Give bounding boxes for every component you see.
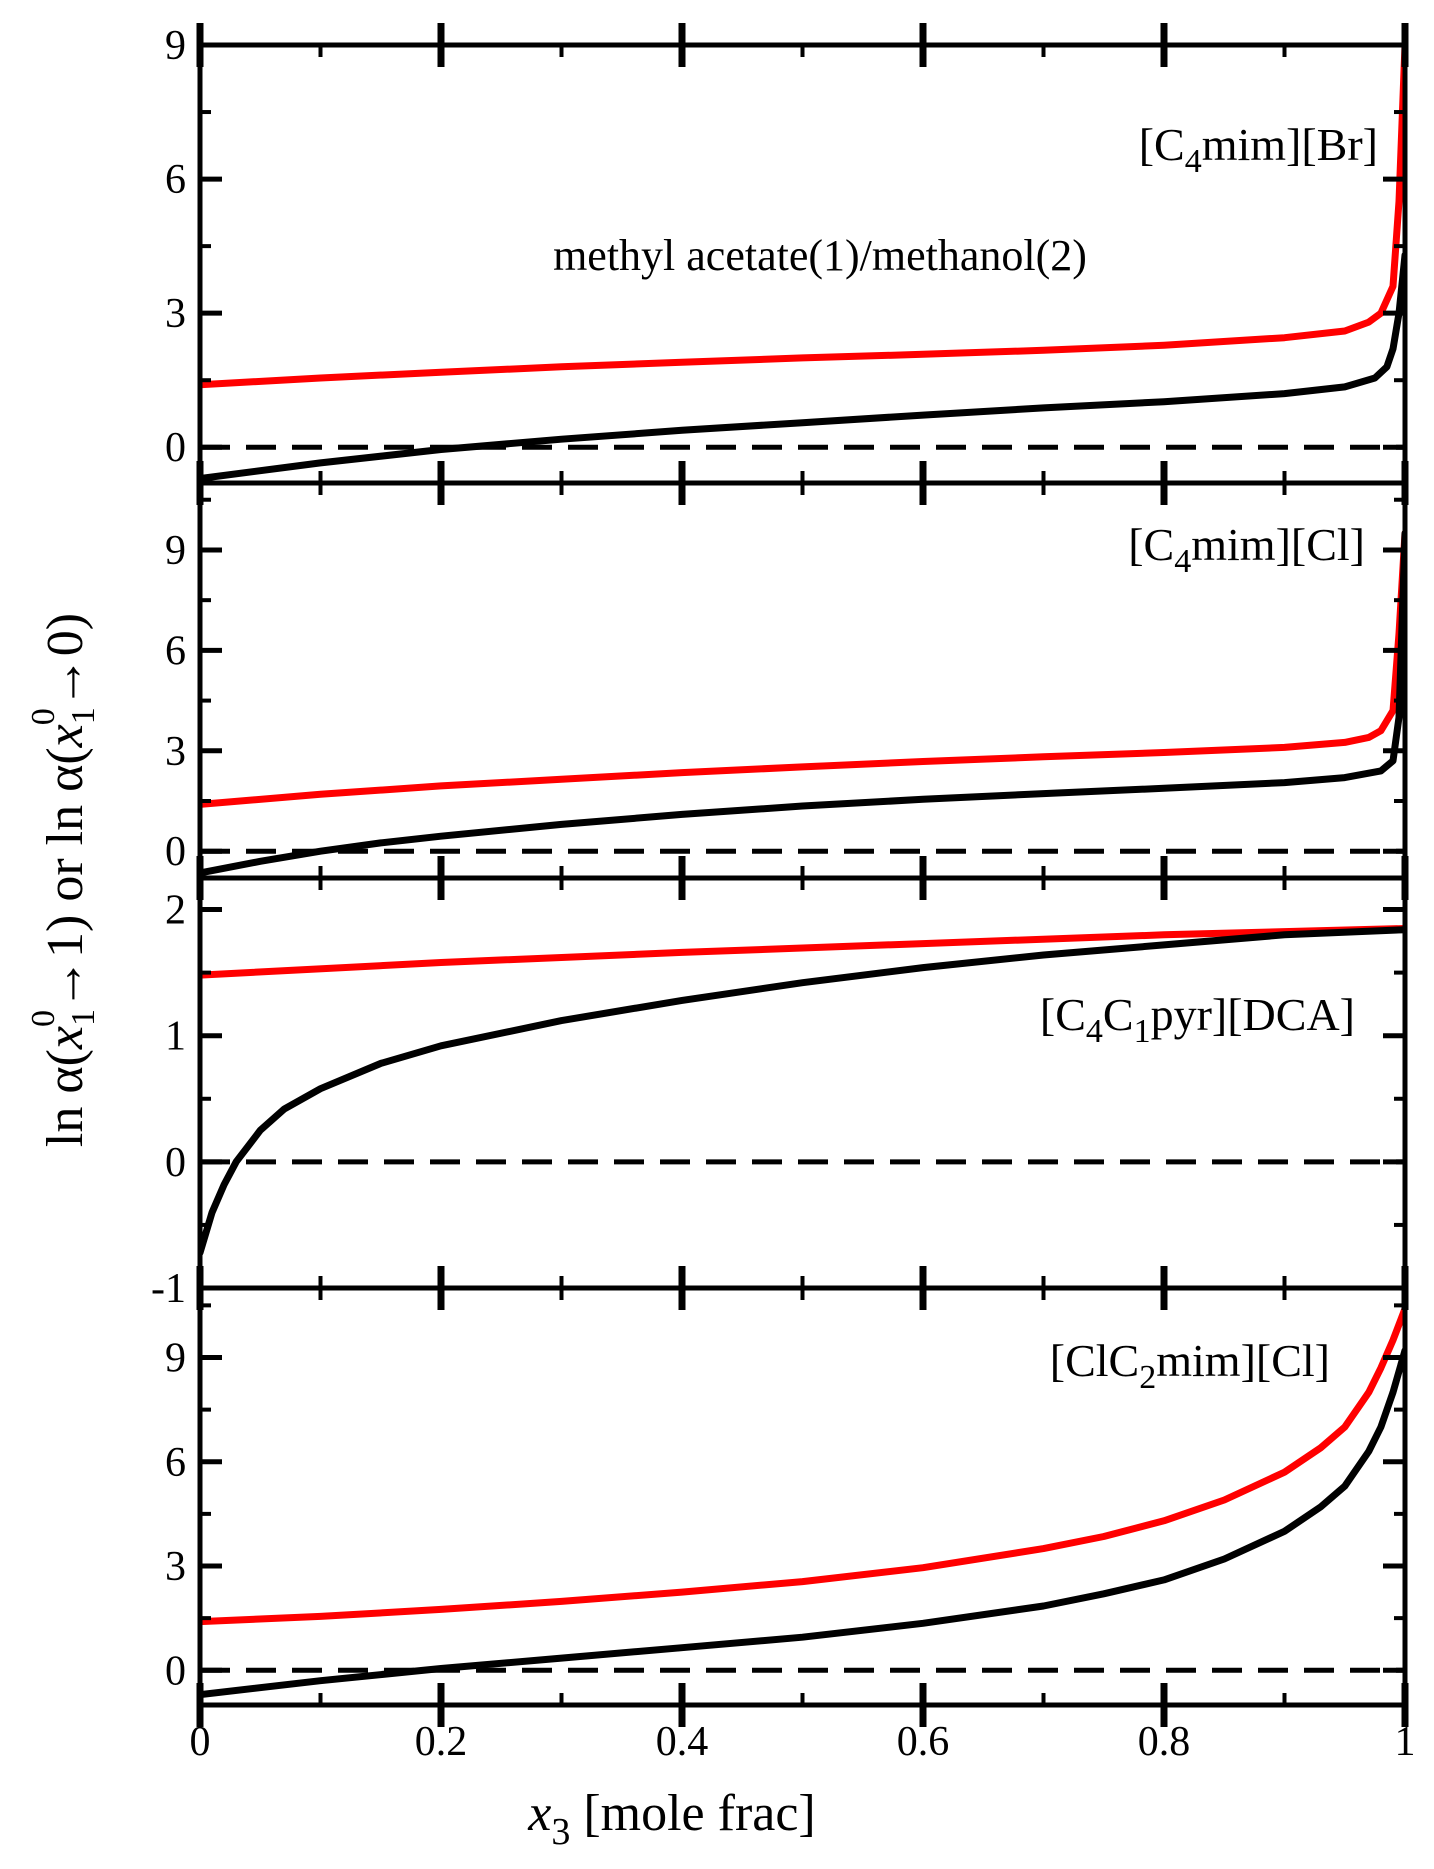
y-tick-label: 1 <box>165 1014 186 1060</box>
plot-layer: 0 3 6 9 0 3 6 9 -1 0 1 2 0 3 6 9 0 0.2 0.4 0.6 0.8 1 <box>151 23 1416 1765</box>
ylabel-var-2: x <box>37 724 94 748</box>
ylabel-var: x <box>37 1026 94 1050</box>
panel-3-label: [C4C1pyr][DCA] <box>1040 989 1355 1050</box>
series-line-x1-to-1 <box>200 1347 1405 1699</box>
y-tick-label: 6 <box>165 157 186 203</box>
series-line-x1-to-1 <box>200 926 1405 1257</box>
ylabel-alpha-2: α <box>37 765 94 792</box>
y-tick-label: 0 <box>165 1140 186 1186</box>
ylabel-arrow2: →0) <box>37 613 94 708</box>
ylabel-sup: 0 <box>25 1010 62 1027</box>
panel-4-label: [ClC2mim][Cl] <box>1050 1335 1330 1396</box>
y-tick-label: 0 <box>165 829 186 875</box>
x-tick-label: 0.2 <box>415 1719 468 1765</box>
x-tick-label: 0.6 <box>897 1719 950 1765</box>
panel-1: 0 3 6 9 <box>165 23 1409 505</box>
x-tick-label: 0 <box>190 1719 211 1765</box>
y-axis-title: ln α(x10→1) or ln α(x10→0) <box>25 613 102 1147</box>
panel-4: 0 3 6 9 <box>165 1266 1409 1727</box>
ylabel-part1: ln <box>37 1094 94 1147</box>
y-tick-label: 3 <box>165 291 186 337</box>
y-tick-label: 9 <box>165 528 186 574</box>
ylabel-sub: 1 <box>65 1009 102 1026</box>
y-tick-label: 0 <box>165 1648 186 1694</box>
panel-1-label: [C4mim][Br] <box>1139 119 1378 180</box>
annotation-text: methyl acetate(1)/methanol(2) <box>553 231 1087 280</box>
y-tick-label: 6 <box>165 1440 186 1486</box>
x-tick-label: 0.4 <box>656 1719 709 1765</box>
ylabel-arrow1: →1) or ln <box>37 792 94 1010</box>
series-line-x1-to-1 <box>200 251 1405 482</box>
y-tick-label: -1 <box>151 1266 186 1312</box>
series-line-x1-to-0 <box>200 45 1405 389</box>
series-line-x1-to-0 <box>200 1305 1405 1626</box>
ylabel-alpha: α <box>37 1066 94 1093</box>
y-tick-label: 0 <box>165 425 186 471</box>
x-tick-label: 1 <box>1395 1719 1416 1765</box>
xlabel-unit: [mole frac] <box>570 1785 815 1842</box>
panel-2-label: [C4mim][Cl] <box>1128 519 1365 580</box>
xlabel-var: x <box>527 1785 551 1842</box>
y-tick-label: 2 <box>165 888 186 934</box>
x-tick-label: 0.8 <box>1138 1719 1191 1765</box>
ylabel-open-2: ( <box>37 747 94 764</box>
series-line-x1-to-0 <box>200 529 1405 808</box>
panel-3: -1 0 1 2 <box>151 856 1409 1312</box>
y-tick-label: 9 <box>165 23 186 69</box>
y-tick-label: 6 <box>165 628 186 674</box>
series-line-x1-to-0 <box>200 925 1405 979</box>
ylabel-sup-2: 0 <box>25 708 62 725</box>
y-tick-label: 3 <box>165 729 186 775</box>
ylabel-open: ( <box>37 1049 94 1066</box>
y-tick-label: 9 <box>165 1336 186 1382</box>
series-line-x1-to-1 <box>200 529 1405 877</box>
x-axis-title: x3 [mole frac] <box>527 1785 816 1853</box>
y-tick-label: 3 <box>165 1544 186 1590</box>
xlabel-sub: 3 <box>551 1811 570 1853</box>
ylabel-sub-2: 1 <box>65 707 102 724</box>
